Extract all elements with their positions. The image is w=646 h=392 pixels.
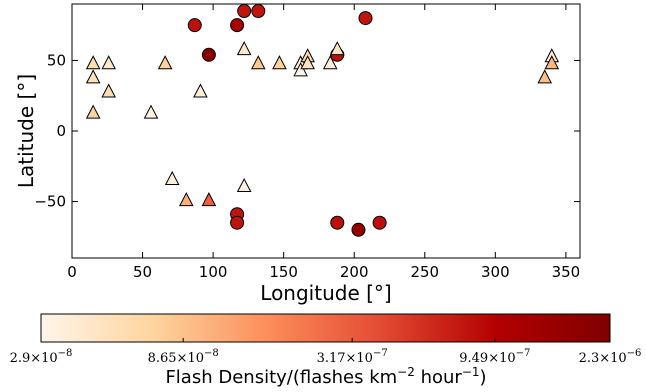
- colorbar: [40, 313, 611, 343]
- x-tick-label: 100: [199, 263, 228, 281]
- colorbar-tick-label: 2.3×10−6: [579, 348, 642, 366]
- colorbar-label-exp2: −1: [462, 365, 480, 379]
- data-point-triangle: [322, 55, 338, 70]
- colorbar-label-exp1: −2: [397, 365, 415, 379]
- x-tick-label: 50: [133, 263, 152, 281]
- data-point-triangle: [143, 104, 159, 119]
- x-tick-label: 150: [269, 263, 298, 281]
- colorbar-tick-label: 8.65×10−8: [148, 348, 219, 366]
- colorbar-tick-label: 9.49×10−7: [459, 348, 530, 366]
- data-point-triangle: [537, 69, 553, 84]
- y-axis-label: Latitude [°]: [14, 74, 38, 188]
- data-point-triangle: [101, 83, 117, 98]
- colorbar-tick-label: 2.9×10−8: [10, 348, 73, 366]
- x-tick-label: 0: [67, 263, 77, 281]
- plot-area: [71, 3, 581, 259]
- data-point-triangle: [85, 55, 101, 70]
- data-point-triangle: [236, 177, 252, 193]
- data-point-circle: [372, 215, 387, 230]
- data-point-circle: [187, 18, 202, 33]
- data-point-triangle: [236, 41, 252, 56]
- y-axis: −50 0 50: [34, 51, 580, 211]
- colorbar-tick-label: 3.17×10−7: [317, 348, 388, 366]
- y-tick-label: 50: [47, 51, 66, 69]
- data-point-circle: [351, 222, 366, 237]
- x-tick-label: 350: [552, 263, 581, 281]
- data-point-triangle: [250, 55, 266, 70]
- y-tick-label: −50: [34, 193, 66, 211]
- data-point-triangle: [272, 55, 287, 70]
- data-point-triangle: [201, 192, 217, 207]
- x-tick-label: 250: [410, 263, 439, 281]
- data-point-triangle: [164, 170, 180, 185]
- data-point-triangle: [329, 41, 345, 56]
- colorbar-label-mid: hour: [415, 367, 463, 388]
- data-point-triangle: [157, 55, 173, 70]
- data-point-circle: [237, 4, 252, 19]
- data-point-circle: [330, 215, 345, 230]
- colorbar-label-prefix: Flash Density/(flashes km: [165, 367, 397, 388]
- data-point-triangle: [85, 69, 101, 84]
- colorbar-ticks: 2.9×10−8 8.65×10−8 3.17×10−7 9.49×10−7 2.3×1…: [10, 338, 642, 366]
- data-point-triangle: [178, 192, 194, 207]
- data-point-triangle: [300, 55, 315, 70]
- x-tick-label: 300: [481, 263, 510, 281]
- data-point-triangle: [101, 55, 117, 70]
- data-point-circle: [201, 47, 216, 62]
- data-point-triangle: [85, 104, 101, 119]
- x-axis: 0 50 100 150 200 250 300 350: [67, 4, 580, 281]
- y-tick-label: 0: [56, 122, 66, 140]
- data-point-circle: [358, 11, 373, 26]
- x-tick-label: 200: [340, 263, 369, 281]
- data-point-triangle: [544, 55, 560, 70]
- data-point-triangle: [193, 83, 208, 98]
- data-point-circle: [251, 4, 266, 19]
- data-point-circle: [230, 215, 245, 230]
- data-point-circle: [230, 18, 245, 33]
- x-axis-label: Longitude [°]: [260, 281, 391, 305]
- colorbar-label-suffix: ): [480, 367, 487, 388]
- colorbar-label: Flash Density/(flashes km−2 hour−1): [165, 365, 486, 388]
- data-points: [85, 4, 560, 237]
- data-point-triangle: [293, 62, 308, 77]
